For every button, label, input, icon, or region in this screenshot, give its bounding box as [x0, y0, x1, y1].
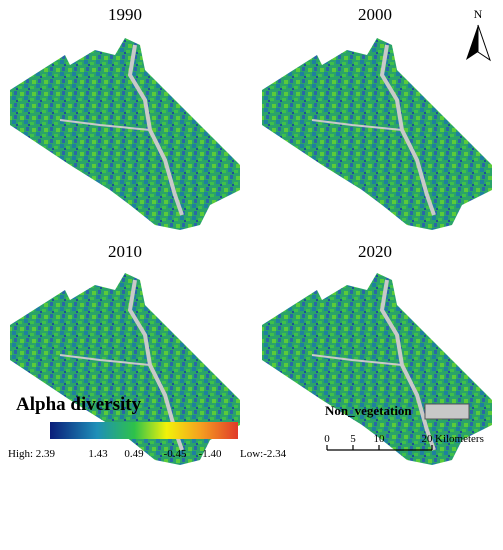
legend-label: High: 2.39 — [8, 448, 56, 460]
legend-label: 0.49 — [124, 448, 144, 460]
legend-label: -1.40 — [199, 448, 222, 460]
north-arrow: N — [466, 7, 491, 62]
non-vegetation-swatch — [424, 403, 470, 420]
north-label: N — [474, 7, 483, 21]
color-bar — [50, 422, 238, 439]
non-vegetation-label: Non_vegetation — [325, 403, 412, 418]
scale-unit: Kilometers — [435, 433, 484, 445]
legend-label: 1.43 — [88, 448, 108, 460]
panel-title: 2010 — [108, 242, 142, 261]
scale-label: 0 — [324, 433, 330, 445]
panel-title: 2020 — [358, 242, 392, 261]
legend-label: Low:-2.34 — [240, 448, 287, 460]
scale-label: 5 — [350, 433, 356, 445]
legend-label: -0.45 — [164, 448, 187, 460]
scale-label: 10 — [374, 433, 386, 445]
panel-title: 2000 — [358, 5, 392, 24]
map-2000 — [260, 36, 494, 232]
scale-bar — [326, 445, 433, 451]
legend-title: Alpha diversity — [16, 394, 142, 415]
map-1990 — [8, 36, 242, 232]
panel-title: 1990 — [108, 5, 142, 24]
scale-label: 20 — [422, 433, 434, 445]
